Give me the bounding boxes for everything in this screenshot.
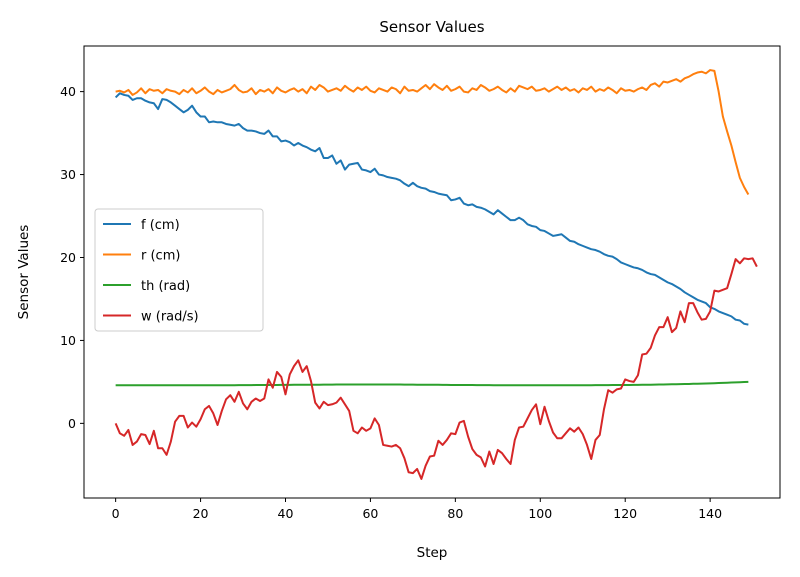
plot-frame	[83, 45, 781, 499]
series-line-2	[115, 380, 749, 387]
x-tick-label: 40	[278, 506, 294, 521]
y-tick-label: 0	[68, 416, 76, 431]
legend-label: f (cm)	[141, 218, 180, 233]
x-tick-label: 120	[613, 506, 637, 521]
legend-label: th (rad)	[141, 279, 190, 294]
y-tick-label: 10	[60, 333, 76, 348]
y-tick-label: 20	[60, 250, 76, 265]
legend-label: r (cm)	[141, 249, 180, 264]
y-axis-title: Sensor Values	[16, 225, 32, 320]
legend: f (cm) r (cm) th (rad) w (rad/s)	[94, 208, 264, 332]
series-line-1	[115, 69, 750, 195]
x-tick-label: 60	[362, 506, 378, 521]
x-tick-label: 20	[193, 506, 209, 521]
x-tick-label: 100	[528, 506, 552, 521]
series-layer	[114, 69, 758, 480]
y-tick-label: 40	[60, 84, 76, 99]
series-line-3	[114, 257, 758, 480]
series-line-0	[114, 92, 749, 326]
chart-title: Sensor Values	[379, 18, 484, 36]
x-axis-title: Step	[417, 545, 448, 561]
legend-box	[94, 208, 264, 332]
x-tick-label: 0	[112, 506, 120, 521]
x-tick-label: 140	[698, 506, 722, 521]
y-tick-label: 30	[60, 167, 76, 182]
legend-label: w (rad/s)	[141, 310, 199, 325]
x-tick-label: 80	[447, 506, 463, 521]
tick-layer: 0 20 40 60 80 100 120 140 0 10 20 30 40	[60, 84, 722, 521]
